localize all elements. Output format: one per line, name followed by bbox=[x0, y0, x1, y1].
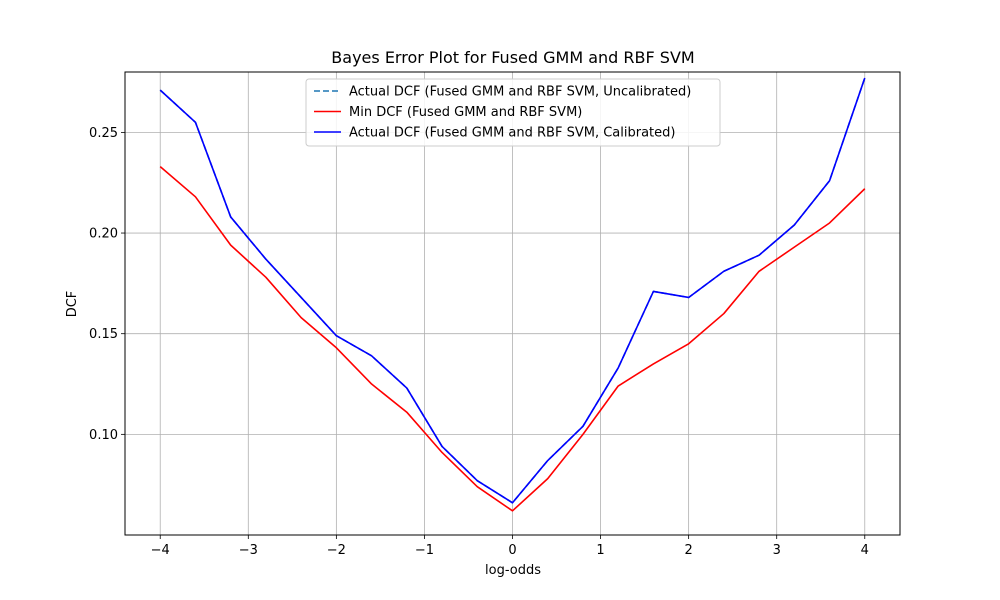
x-tick-label: −4 bbox=[151, 543, 170, 558]
series-line-1 bbox=[159, 166, 866, 512]
y-tick-label: 0.10 bbox=[89, 428, 118, 443]
axis-ticks: −4 −3 −2 −1 0 1 2 3 4 0.10 0.15 0.20 0.25 bbox=[89, 126, 869, 558]
x-tick-label: 4 bbox=[861, 543, 869, 558]
x-tick-label: 2 bbox=[684, 543, 692, 558]
x-tick-label: −1 bbox=[415, 543, 434, 558]
y-axis-title: DCF bbox=[65, 291, 80, 318]
series-line-2 bbox=[159, 77, 866, 504]
series-lines bbox=[159, 77, 866, 512]
x-tick-label: 1 bbox=[596, 543, 604, 558]
grid-lines bbox=[125, 72, 900, 535]
legend-label-0: Actual DCF (Fused GMM and RBF SVM, Uncal… bbox=[349, 85, 691, 100]
y-tick-label: 0.20 bbox=[89, 227, 118, 242]
x-axis-title: log-odds bbox=[485, 563, 541, 578]
x-tick-label: −3 bbox=[239, 543, 258, 558]
legend-label-2: Actual DCF (Fused GMM and RBF SVM, Calib… bbox=[349, 126, 675, 141]
x-tick-label: 3 bbox=[773, 543, 781, 558]
x-tick-label: 0 bbox=[508, 543, 516, 558]
chart-title: Bayes Error Plot for Fused GMM and RBF S… bbox=[331, 48, 694, 67]
legend: Actual DCF (Fused GMM and RBF SVM, Uncal… bbox=[305, 78, 721, 147]
x-tick-label: −2 bbox=[327, 543, 346, 558]
y-tick-label: 0.25 bbox=[89, 126, 118, 141]
y-tick-label: 0.15 bbox=[89, 327, 118, 342]
legend-label-1: Min DCF (Fused GMM and RBF SVM) bbox=[349, 105, 582, 120]
legend-box bbox=[305, 78, 721, 147]
